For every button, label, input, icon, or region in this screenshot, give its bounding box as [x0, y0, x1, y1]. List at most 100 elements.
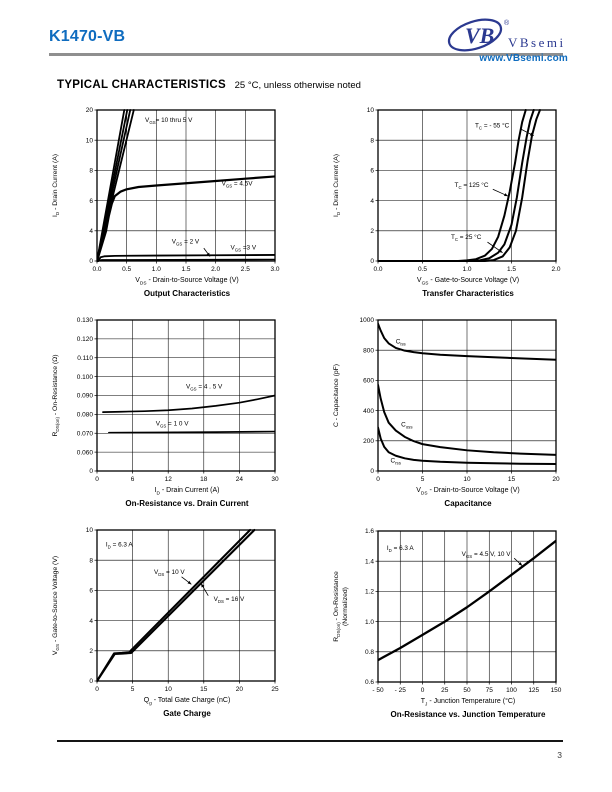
- svg-text:125: 125: [528, 687, 539, 694]
- annotation: VGS = 1 0 V: [156, 421, 189, 429]
- chart-title: On-Resistance vs. Drain Current: [125, 499, 249, 509]
- logo-ellipse-swoosh: [447, 18, 503, 52]
- curve-vgs-10-thru-5-v-d: [96, 109, 135, 262]
- registered-mark-icon: ®: [504, 19, 510, 27]
- svg-text:1.2: 1.2: [365, 589, 374, 596]
- curve-crss: [377, 426, 557, 466]
- x-axis-label: VDS - Drain-to-Source Voltage (V): [135, 277, 239, 287]
- arrowhead-icon: [206, 252, 211, 257]
- svg-text:20: 20: [86, 107, 94, 114]
- svg-text:10: 10: [165, 686, 173, 693]
- svg-text:0.130: 0.130: [77, 317, 94, 324]
- svg-text:24: 24: [236, 476, 244, 483]
- svg-text:18: 18: [200, 476, 208, 483]
- chart-gate-charge: 0 5 10 15 20 25 0 2 4 6 8 10 VGS - Gate-to-Source Vo…: [47, 523, 305, 718]
- arrowhead-icon: [504, 193, 508, 197]
- tick-labels: 0 5 10 15 20 25 0 2 4 6 8 10: [86, 527, 279, 693]
- svg-text:10: 10: [86, 527, 94, 534]
- tick-labels: 0.0 0.5 1.0 1.5 2.0 0 2 4 6 8 10: [367, 107, 561, 273]
- x-axis-label: TJ - Junction Temperature (°C): [420, 698, 516, 708]
- annotation: VGS = 4.5 V, 10 V: [462, 551, 512, 559]
- svg-text:0: 0: [370, 258, 374, 265]
- annotation: TC = 125 °C: [455, 181, 489, 190]
- annotation: TC = 25 °C: [451, 233, 482, 242]
- section-heading: TYPICAL CHARACTERISTICS 25 °C, unless ot…: [57, 79, 361, 91]
- logo-wordmark: VBsemi: [508, 35, 566, 50]
- y-axis-label: VGS - Gate-to-Source Voltage (V): [52, 556, 60, 655]
- series-curves: [102, 394, 276, 434]
- svg-text:0.6: 0.6: [365, 679, 374, 686]
- curve-vgs-2-v: [97, 258, 276, 262]
- svg-text:0.8: 0.8: [365, 649, 374, 656]
- svg-text:1.5: 1.5: [507, 266, 516, 273]
- gridlines: [378, 320, 556, 471]
- svg-text:75: 75: [486, 687, 494, 694]
- svg-text:5: 5: [131, 686, 135, 693]
- chart-on-resistance-vs-junction-temperature: - 50 - 25 0 25 50 75 100 125 150 0.6 0.8 1.0 1.2 1.4 1…: [328, 524, 586, 719]
- svg-text:6: 6: [89, 588, 93, 595]
- curve-tc-55-c: [377, 109, 541, 262]
- tick-labels: - 50 - 25 0 25 50 75 100 125 150 0.6 0.8 1.0 1.2 1.4 1…: [365, 528, 562, 694]
- chart-title: Transfer Characteristics: [422, 289, 514, 299]
- chart-title: Output Characteristics: [143, 289, 231, 299]
- annotation: Coss: [401, 421, 413, 429]
- svg-text:0.110: 0.110: [77, 355, 93, 362]
- svg-text:0: 0: [89, 258, 93, 265]
- annotation: TC = - 55 °C: [475, 121, 510, 130]
- svg-text:20: 20: [552, 476, 560, 483]
- svg-text:15: 15: [200, 686, 208, 693]
- arrowhead-icon: [201, 583, 205, 588]
- svg-text:10: 10: [463, 476, 471, 483]
- svg-text:0.070: 0.070: [77, 430, 94, 437]
- annotation: VGS = 4 . 5 V: [186, 384, 223, 392]
- annotation: VGS =3 V: [231, 245, 257, 253]
- chart-capacitance: 0 5 10 15 20 0 200 400 600 800 1000 C - Capacitance…: [328, 313, 586, 508]
- annotation: VGS= 10 thru 5 V: [145, 117, 193, 125]
- annotation: VGS = 2 V: [172, 239, 200, 247]
- svg-text:0.120: 0.120: [77, 336, 94, 343]
- curve-vgs-4-5-v: [102, 394, 276, 413]
- svg-text:30: 30: [271, 476, 279, 483]
- svg-text:3.0: 3.0: [270, 266, 279, 273]
- tick-labels: 0 6 12 18 24 30 0 0.060 0.070 0.080 0.090 0.100 0.11…: [77, 317, 279, 483]
- x-axis-label: VDS - Drain-to-Source Voltage (V): [416, 487, 520, 497]
- svg-text:0: 0: [376, 476, 380, 483]
- part-number: K1470-VB: [49, 28, 126, 45]
- chart-transfer-characteristics: 0.0 0.5 1.0 1.5 2.0 0 2 4 6 8 10 ID - Drain Current…: [328, 103, 586, 298]
- arrowhead-icon: [518, 562, 523, 566]
- svg-text:0: 0: [370, 468, 374, 475]
- series-curves: [377, 109, 541, 262]
- svg-text:150: 150: [551, 687, 562, 694]
- curve-vds-16-v: [96, 528, 256, 683]
- section-subtitle: 25 °C, unless otherwise noted: [234, 80, 361, 91]
- svg-text:2.0: 2.0: [551, 266, 560, 273]
- annotation: Crss: [390, 458, 401, 466]
- svg-text:8: 8: [89, 168, 93, 175]
- vbsemi-logo-mark: VB ® VBsemi: [447, 18, 566, 52]
- svg-text:4: 4: [370, 198, 374, 205]
- curve-vds-10-v: [96, 528, 252, 683]
- svg-text:1.5: 1.5: [181, 266, 190, 273]
- plot-canvas: 0.0 0.5 1.0 1.5 2.0 2.5 3.0 0 4 6 8 10 20 ID - Drain …: [52, 107, 280, 273]
- curve-coss: [377, 383, 557, 456]
- logo-script-vb: VB: [465, 23, 494, 48]
- svg-text:12: 12: [165, 476, 173, 483]
- y-axis-label: RDS(on) - On-Resistance (Ω): [52, 354, 60, 436]
- y-axis-label: C - Capacitance (pF): [333, 364, 340, 427]
- y-axis-label: ID - Drain Current (A): [52, 154, 60, 217]
- y-axis-label: RDS(on) - On-Resistance: [333, 571, 341, 642]
- svg-text:0.0: 0.0: [92, 266, 101, 273]
- svg-text:0: 0: [421, 687, 425, 694]
- svg-text:10: 10: [367, 107, 375, 114]
- plot-canvas: 0.0 0.5 1.0 1.5 2.0 0 2 4 6 8 10 ID - Drain Current…: [333, 107, 561, 273]
- svg-text:- 25: - 25: [395, 687, 407, 694]
- svg-text:400: 400: [363, 408, 374, 415]
- annotation: Ciss: [396, 338, 407, 346]
- series-curves: [96, 528, 256, 683]
- page-number: 3: [557, 750, 562, 760]
- chart-title: Capacitance: [444, 499, 492, 509]
- svg-text:4: 4: [89, 228, 93, 235]
- arrowhead-icon: [187, 580, 192, 585]
- svg-text:2.5: 2.5: [241, 266, 250, 273]
- logo-url[interactable]: www.VBsemi.com: [479, 53, 568, 64]
